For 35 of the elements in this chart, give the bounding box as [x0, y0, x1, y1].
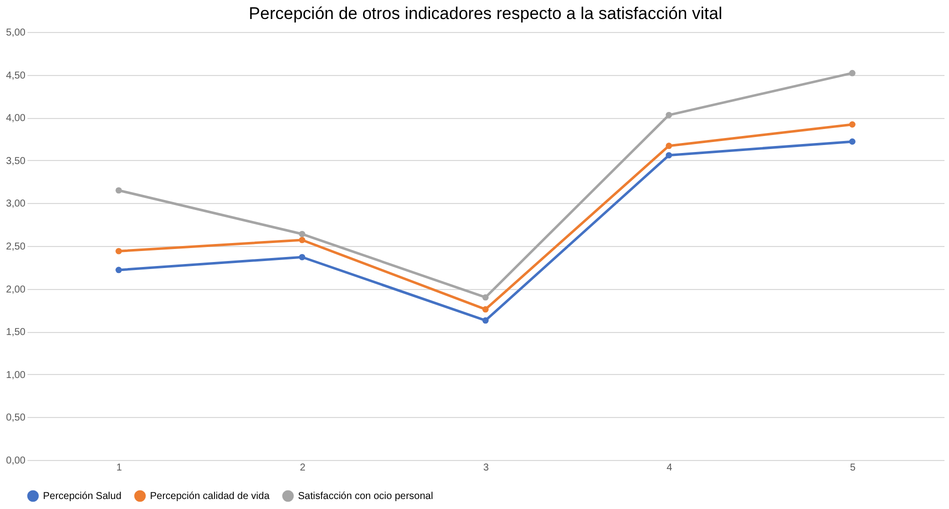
- legend-label: Percepción calidad de vida: [150, 491, 270, 502]
- y-tick-label: 0,00: [6, 456, 26, 466]
- x-tick-label: 5: [850, 462, 856, 474]
- point: [482, 306, 489, 312]
- y-tick-label: 5,00: [6, 28, 26, 38]
- x-tick-label: 4: [666, 462, 673, 474]
- legend-label: Percepción Salud: [43, 491, 122, 502]
- point: [666, 152, 672, 158]
- point: [116, 266, 122, 274]
- y-tick-label: 1,00: [6, 370, 26, 381]
- y-tick-label: 4,50: [6, 70, 26, 82]
- y-tick-label: 3,50: [6, 156, 26, 167]
- point: [666, 112, 672, 118]
- y-tick-label: 2,00: [6, 284, 26, 296]
- point: [298, 254, 306, 260]
- point: [849, 121, 856, 128]
- point: [482, 294, 489, 301]
- y-tick-label: 1,50: [6, 327, 26, 338]
- legend-label: Satisfacción con ocio personal: [298, 491, 434, 502]
- point: [298, 230, 306, 238]
- point: [298, 236, 306, 244]
- x-tick-label: 1: [116, 462, 122, 474]
- y-tick-label: 3,00: [6, 198, 26, 210]
- point: [116, 187, 122, 194]
- y-tick-label: 2,50: [6, 242, 26, 252]
- point: [482, 317, 489, 324]
- chart-title: Percepción de otros indicadores respecto a la satisfacción vital: [248, 4, 722, 23]
- x-tick-label: 3: [483, 462, 490, 474]
- y-tick-label: 0,50: [6, 412, 26, 424]
- y-tick-label: 4,00: [6, 113, 26, 124]
- x-tick-label: 2: [300, 462, 306, 474]
- point: [849, 70, 856, 76]
- point: [849, 138, 856, 145]
- point: [116, 248, 122, 254]
- point: [666, 142, 672, 150]
